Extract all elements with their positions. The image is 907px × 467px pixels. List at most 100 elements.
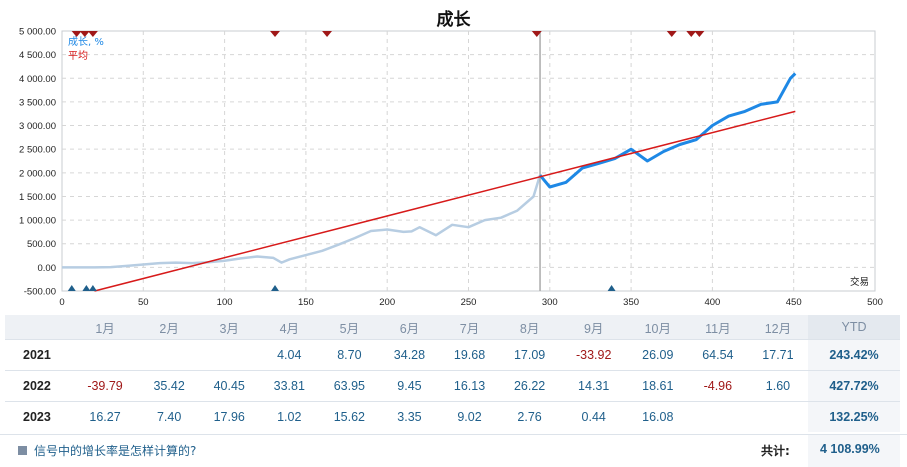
month-return-cell: 1.60 <box>747 370 808 402</box>
month-header: 8月 <box>499 315 560 340</box>
growth-line-history <box>62 174 542 269</box>
legend-growth: 成长, % <box>68 36 104 48</box>
month-return-cell <box>199 339 260 371</box>
month-return-cell: 40.45 <box>199 370 260 402</box>
deal-marker-top <box>531 31 542 37</box>
month-return-cell: 9.02 <box>439 401 500 432</box>
deal-marker-top <box>79 31 90 37</box>
month-return-cell: 14.31 <box>559 370 628 402</box>
deal-marker-bottom <box>607 285 616 291</box>
x-tick-label: 250 <box>461 297 477 308</box>
month-return-cell: 18.61 <box>627 370 688 402</box>
month-return-cell: 34.28 <box>379 339 440 371</box>
month-return-cell: -4.96 <box>687 370 748 402</box>
x-tick-label: 350 <box>623 297 639 308</box>
y-tick-label: 1 000.00 <box>19 216 56 227</box>
total-value: 4 108.99% <box>820 442 880 456</box>
x-tick-label: 100 <box>217 297 233 308</box>
month-return-cell: 7.40 <box>139 401 200 432</box>
month-return-cell: 17.71 <box>747 339 808 371</box>
month-return-cell: 17.96 <box>199 401 260 432</box>
month-header: 2月 <box>139 315 200 340</box>
help-link-label: 信号中的增长率是怎样计算的? <box>34 444 197 458</box>
x-tick-label: 400 <box>704 297 720 308</box>
x-tick-label: 150 <box>298 297 314 308</box>
x-axis-label: 交易 <box>850 276 869 288</box>
y-tick-label: 1 500.00 <box>19 192 56 203</box>
x-tick-label: 300 <box>542 297 558 308</box>
x-tick-label: 450 <box>786 297 802 308</box>
month-return-cell: 16.08 <box>627 401 688 432</box>
month-return-cell <box>139 339 200 371</box>
growth-chart: -500.00 0.00 500.00 1 000.00 1 500.00 2 000.0… <box>19 27 883 309</box>
month-header: 12月 <box>747 315 808 340</box>
month-header: 5月 <box>319 315 380 340</box>
x-tick-label: 0 <box>59 297 64 308</box>
month-return-cell: 35.42 <box>139 370 200 402</box>
month-return-cell: 26.09 <box>627 339 688 371</box>
y-tick-label: -500.00 <box>24 287 56 298</box>
month-header: 7月 <box>439 315 500 340</box>
y-tick-label: 500.00 <box>27 239 56 250</box>
month-header <box>5 315 71 340</box>
month-return-cell <box>71 339 140 371</box>
ytd-header: YTD <box>808 315 900 340</box>
month-return-cell: -33.92 <box>559 339 628 371</box>
month-header: 1月 <box>71 315 140 340</box>
x-tick-label: 500 <box>867 297 883 308</box>
month-return-cell: 0.44 <box>559 401 628 432</box>
month-return-cell: 1.02 <box>259 401 320 432</box>
month-return-cell: 19.68 <box>439 339 500 371</box>
month-header: 6月 <box>379 315 440 340</box>
month-return-cell: 33.81 <box>259 370 320 402</box>
month-return-cell: 4.04 <box>259 339 320 371</box>
help-icon <box>18 446 27 455</box>
month-return-cell: 16.13 <box>439 370 500 402</box>
table-row: 2023 16.27 7.40 17.96 1.02 15.62 3.35 9.02 2.76 0… <box>5 401 900 432</box>
total-label: 共计: <box>761 444 790 458</box>
y-tick-label: 4 500.00 <box>19 50 56 61</box>
deal-marker-bottom <box>88 285 97 291</box>
month-return-cell: 9.45 <box>379 370 440 402</box>
month-return-cell: 64.54 <box>687 339 748 371</box>
chart-title: 成长 <box>436 10 471 30</box>
month-return-cell: 8.70 <box>319 339 380 371</box>
monthly-returns-table: 1月 2月 3月 4月 5月 6月 7月 8月 9月 10月 11月 12月 YTD 2021 4.04 8… <box>0 315 907 432</box>
y-tick-label: 5 000.00 <box>19 27 56 38</box>
legend-average: 平均 <box>68 50 88 62</box>
deal-marker-top <box>322 31 333 37</box>
month-return-cell: 15.62 <box>319 401 380 432</box>
deal-marker-bottom <box>82 285 91 291</box>
deal-marker-bottom <box>271 285 280 291</box>
month-return-cell: 16.27 <box>71 401 140 432</box>
table-row: 2021 4.04 8.70 34.28 19.68 17.09 -33.92 26.09 64… <box>5 339 900 371</box>
deal-marker-top <box>666 31 677 37</box>
y-tick-label: 2 000.00 <box>19 168 56 179</box>
deal-marker-top <box>694 31 705 37</box>
deal-marker-bottom <box>67 285 76 291</box>
y-tick-label: 3 500.00 <box>19 97 56 108</box>
average-trend-line <box>94 110 796 292</box>
y-tick-label: 3 000.00 <box>19 121 56 132</box>
total-box <box>808 435 900 467</box>
growth-calculation-help-link[interactable]: 信号中的增长率是怎样计算的? <box>18 442 196 459</box>
month-header: 11月 <box>687 315 748 340</box>
deal-marker-top <box>270 31 281 37</box>
y-tick-label: 2 500.00 <box>19 145 56 156</box>
x-tick-label: 200 <box>379 297 395 308</box>
month-return-cell: 17.09 <box>499 339 560 371</box>
y-tick-label: 4 000.00 <box>19 74 56 85</box>
table-row: 2022 -39.79 35.42 40.45 33.81 63.95 9.45 16.13 2… <box>5 370 900 402</box>
deal-marker-top <box>71 31 82 37</box>
month-return-cell: 26.22 <box>499 370 560 402</box>
table-header-row: 1月 2月 3月 4月 5月 6月 7月 8月 9月 10月 11月 12月 YTD <box>5 315 900 340</box>
month-return-cell <box>687 401 748 432</box>
month-header: 4月 <box>259 315 320 340</box>
x-tick-label: 50 <box>138 297 149 308</box>
year-cell: 2023 <box>5 401 71 432</box>
deal-marker-top <box>686 31 697 37</box>
month-header: 10月 <box>627 315 688 340</box>
month-return-cell: 3.35 <box>379 401 440 432</box>
ytd-cell: 132.25% <box>808 401 900 432</box>
deal-marker-top <box>87 31 98 37</box>
